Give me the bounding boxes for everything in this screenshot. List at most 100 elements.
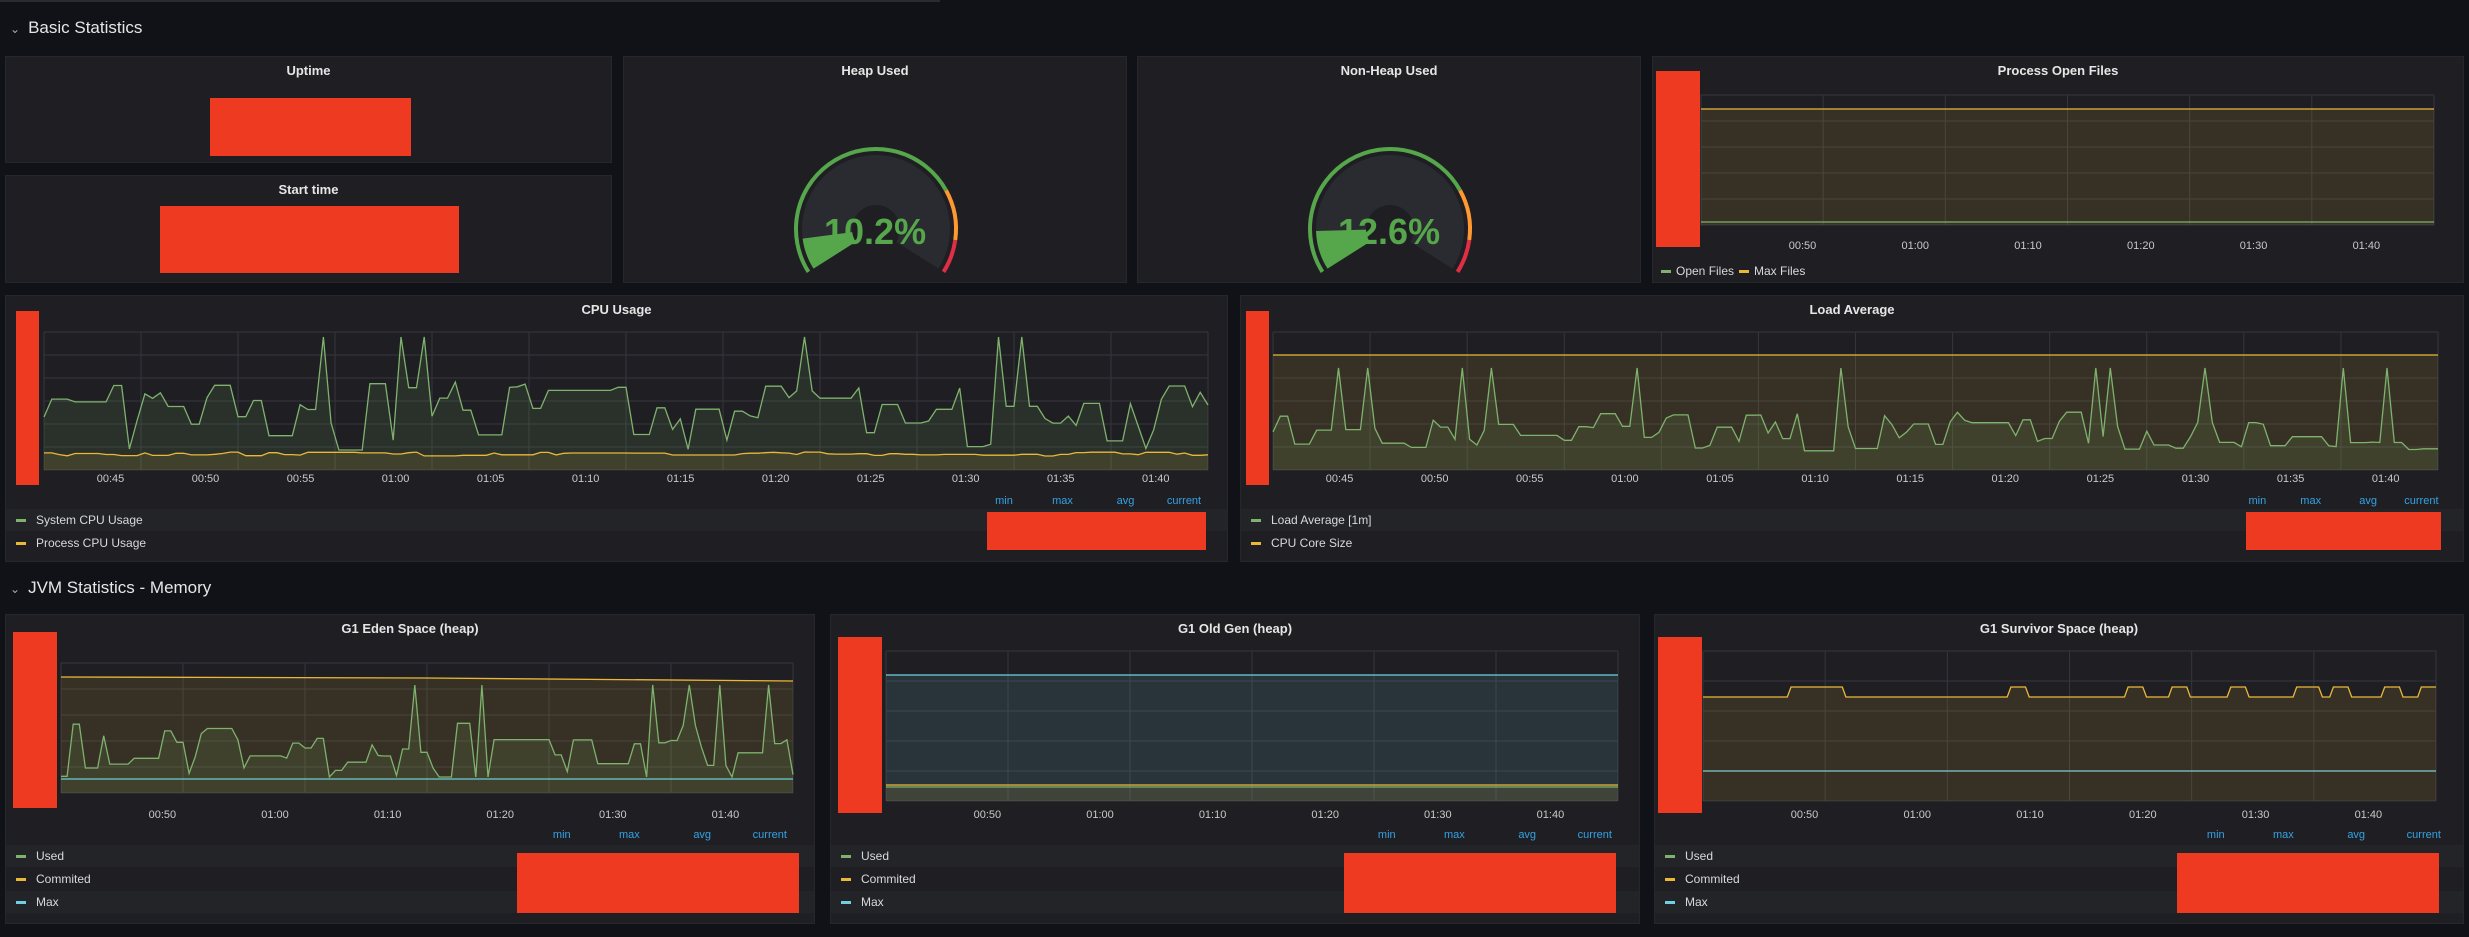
x-tick: 01:10 xyxy=(373,809,402,821)
legend-row[interactable]: System CPU Usage xyxy=(6,509,1227,531)
legend-header-current[interactable]: current xyxy=(1166,495,1202,507)
legend-row[interactable]: Load Average [1m] xyxy=(1241,509,2463,531)
x-tick: 00:50 xyxy=(1788,240,1817,252)
legend-header-min[interactable]: min xyxy=(552,829,571,841)
redacted-axis xyxy=(1658,637,1702,813)
grid xyxy=(43,331,1209,471)
x-tick: 01:10 xyxy=(2016,809,2044,821)
legend-item[interactable]: Open Files xyxy=(1661,264,1961,278)
legend-header-current[interactable]: current xyxy=(1577,829,1612,841)
legend-header-current[interactable]: current xyxy=(752,829,787,841)
legend-header-current[interactable]: current xyxy=(2406,829,2441,841)
x-tick: 01:20 xyxy=(1991,473,2020,485)
legend-header-max[interactable]: max xyxy=(2300,495,2322,507)
x-tick: 00:50 xyxy=(191,473,220,485)
panel-g1-eden[interactable]: G1 Eden Space (heap) 00:50 01:00 01:10 01:2… xyxy=(5,614,815,924)
panel-title: Load Average xyxy=(1809,302,1895,317)
legend-header-min[interactable]: min xyxy=(995,495,1013,507)
x-tick: 01:30 xyxy=(2181,473,2210,485)
x-tick: 01:10 xyxy=(571,473,600,485)
redacted-legend-values xyxy=(1344,853,1616,913)
series-process-cpu-area xyxy=(44,452,1208,470)
redacted-axis xyxy=(1246,311,1269,485)
legend-header-min[interactable]: min xyxy=(1377,829,1396,841)
graph-old-gen xyxy=(885,650,1619,802)
panel-title: CPU Usage xyxy=(581,302,652,317)
panel-title: G1 Eden Space (heap) xyxy=(341,621,479,636)
x-tick: 01:15 xyxy=(666,473,695,485)
x-axis: 00:45 00:50 00:55 01:00 01:05 01:10 01:15 01:20… xyxy=(1273,473,2438,487)
panel-uptime[interactable]: Uptime xyxy=(5,56,612,163)
x-axis: 00:50 01:00 01:10 01:20 01:30 01:40 xyxy=(1701,240,2434,254)
gauge-track xyxy=(1316,155,1464,269)
series-process-cpu xyxy=(44,451,1209,457)
chevron-down-icon[interactable]: ⌄ xyxy=(10,582,21,596)
panel-nonheap-used[interactable]: Non-Heap Used 12.6% xyxy=(1137,56,1641,283)
series-system-cpu xyxy=(43,336,1209,451)
panel-g1-old-gen[interactable]: G1 Old Gen (heap) 00:50 01:00 01:10 01:20 01… xyxy=(830,614,1640,924)
x-axis: 00:45 00:50 00:55 01:00 01:05 01:10 01:15 01:20… xyxy=(44,473,1208,487)
x-tick: 01:15 xyxy=(1896,473,1924,485)
legend-row[interactable]: Commited xyxy=(6,868,814,890)
gauge-value: 12.6% xyxy=(1338,211,1441,252)
gauge-nonheap xyxy=(1308,147,1472,273)
x-tick: 01:35 xyxy=(2276,473,2305,485)
series-commited-area xyxy=(1703,687,2436,801)
panel-title: G1 Old Gen (heap) xyxy=(1177,621,1293,636)
x-tick: 00:50 xyxy=(973,809,1002,821)
panel-load-average[interactable]: Load Average 00:45 00:50 00:55 01:00 01:05 01… xyxy=(1240,295,2464,562)
legend-header-current[interactable]: current xyxy=(2404,495,2439,507)
series-commited-area xyxy=(886,785,1618,801)
legend-header-avg[interactable]: avg xyxy=(2359,495,2377,507)
x-tick: 01:20 xyxy=(761,473,790,485)
row-basic-statistics[interactable]: ⌄ Basic Statistics xyxy=(10,18,142,38)
panel-g1-survivor[interactable]: G1 Survivor Space (heap) 00:50 01:00 01:10… xyxy=(1654,614,2464,924)
graph-open-files xyxy=(1700,94,2435,226)
x-tick: 01:00 xyxy=(1901,240,1930,252)
redacted-legend-values xyxy=(2177,853,2439,913)
x-tick: 01:35 xyxy=(1046,473,1075,485)
legend-header-max[interactable]: max xyxy=(619,829,640,841)
x-tick: 01:10 xyxy=(2014,240,2042,252)
x-tick: 01:05 xyxy=(476,473,505,485)
x-tick: 01:30 xyxy=(2241,809,2270,821)
x-tick: 01:25 xyxy=(856,473,885,485)
series-used xyxy=(61,684,794,779)
panel-heap-used[interactable]: Heap Used 10.2% xyxy=(623,56,1127,283)
x-tick: 01:40 xyxy=(2352,240,2381,252)
legend-header-min[interactable]: min xyxy=(2206,829,2225,841)
panel-cpu-usage[interactable]: CPU Usage 00:45 00:50 00:55 01:00 01:05 01:10… xyxy=(5,295,1228,562)
legend-header-avg[interactable]: avg xyxy=(693,829,712,841)
chevron-down-icon[interactable]: ⌄ xyxy=(10,22,21,36)
legend-header-max[interactable]: max xyxy=(1444,829,1465,841)
legend-header: min max avg current xyxy=(986,495,1211,509)
x-tick: 00:50 xyxy=(148,809,177,821)
x-axis: 00:50 01:00 01:10 01:20 01:30 01:40 xyxy=(886,809,1618,823)
series-load-1m-area xyxy=(1273,368,2438,470)
row-jvm-memory[interactable]: ⌄ JVM Statistics - Memory xyxy=(10,578,211,598)
x-tick: 01:30 xyxy=(599,809,627,821)
legend-item[interactable]: Max Files xyxy=(1739,264,1805,278)
gauge-threshold-orange xyxy=(944,189,958,241)
x-tick: 01:10 xyxy=(1198,809,1227,821)
redacted-legend-values xyxy=(2246,512,2441,550)
legend-header-avg[interactable]: avg xyxy=(1116,495,1135,507)
legend-header-avg[interactable]: avg xyxy=(1518,829,1537,841)
x-tick: 00:55 xyxy=(1516,473,1544,485)
legend-header-max[interactable]: max xyxy=(1052,495,1073,507)
legend-header-min[interactable]: min xyxy=(2248,495,2267,507)
legend-header-max[interactable]: max xyxy=(2273,829,2294,841)
legend-row[interactable]: CPU Core Size xyxy=(1241,532,2463,554)
panel-process-open-files[interactable]: Process Open Files 00:50 01:00 01:10 01:20 0… xyxy=(1652,56,2464,283)
panel-start-time[interactable]: Start time xyxy=(5,175,612,283)
x-tick: 00:50 xyxy=(1790,809,1819,821)
legend-row[interactable]: Commited xyxy=(1655,868,2463,890)
legend-row[interactable]: Process CPU Usage xyxy=(6,532,1227,554)
x-tick: 01:25 xyxy=(2086,473,2115,485)
x-tick: 00:45 xyxy=(96,473,125,485)
legend-header-avg[interactable]: avg xyxy=(2347,829,2366,841)
legend-row[interactable]: Commited xyxy=(831,868,1639,890)
x-tick: 01:00 xyxy=(1903,809,1932,821)
x-tick: 01:20 xyxy=(486,809,514,821)
gauge-track xyxy=(802,155,950,269)
